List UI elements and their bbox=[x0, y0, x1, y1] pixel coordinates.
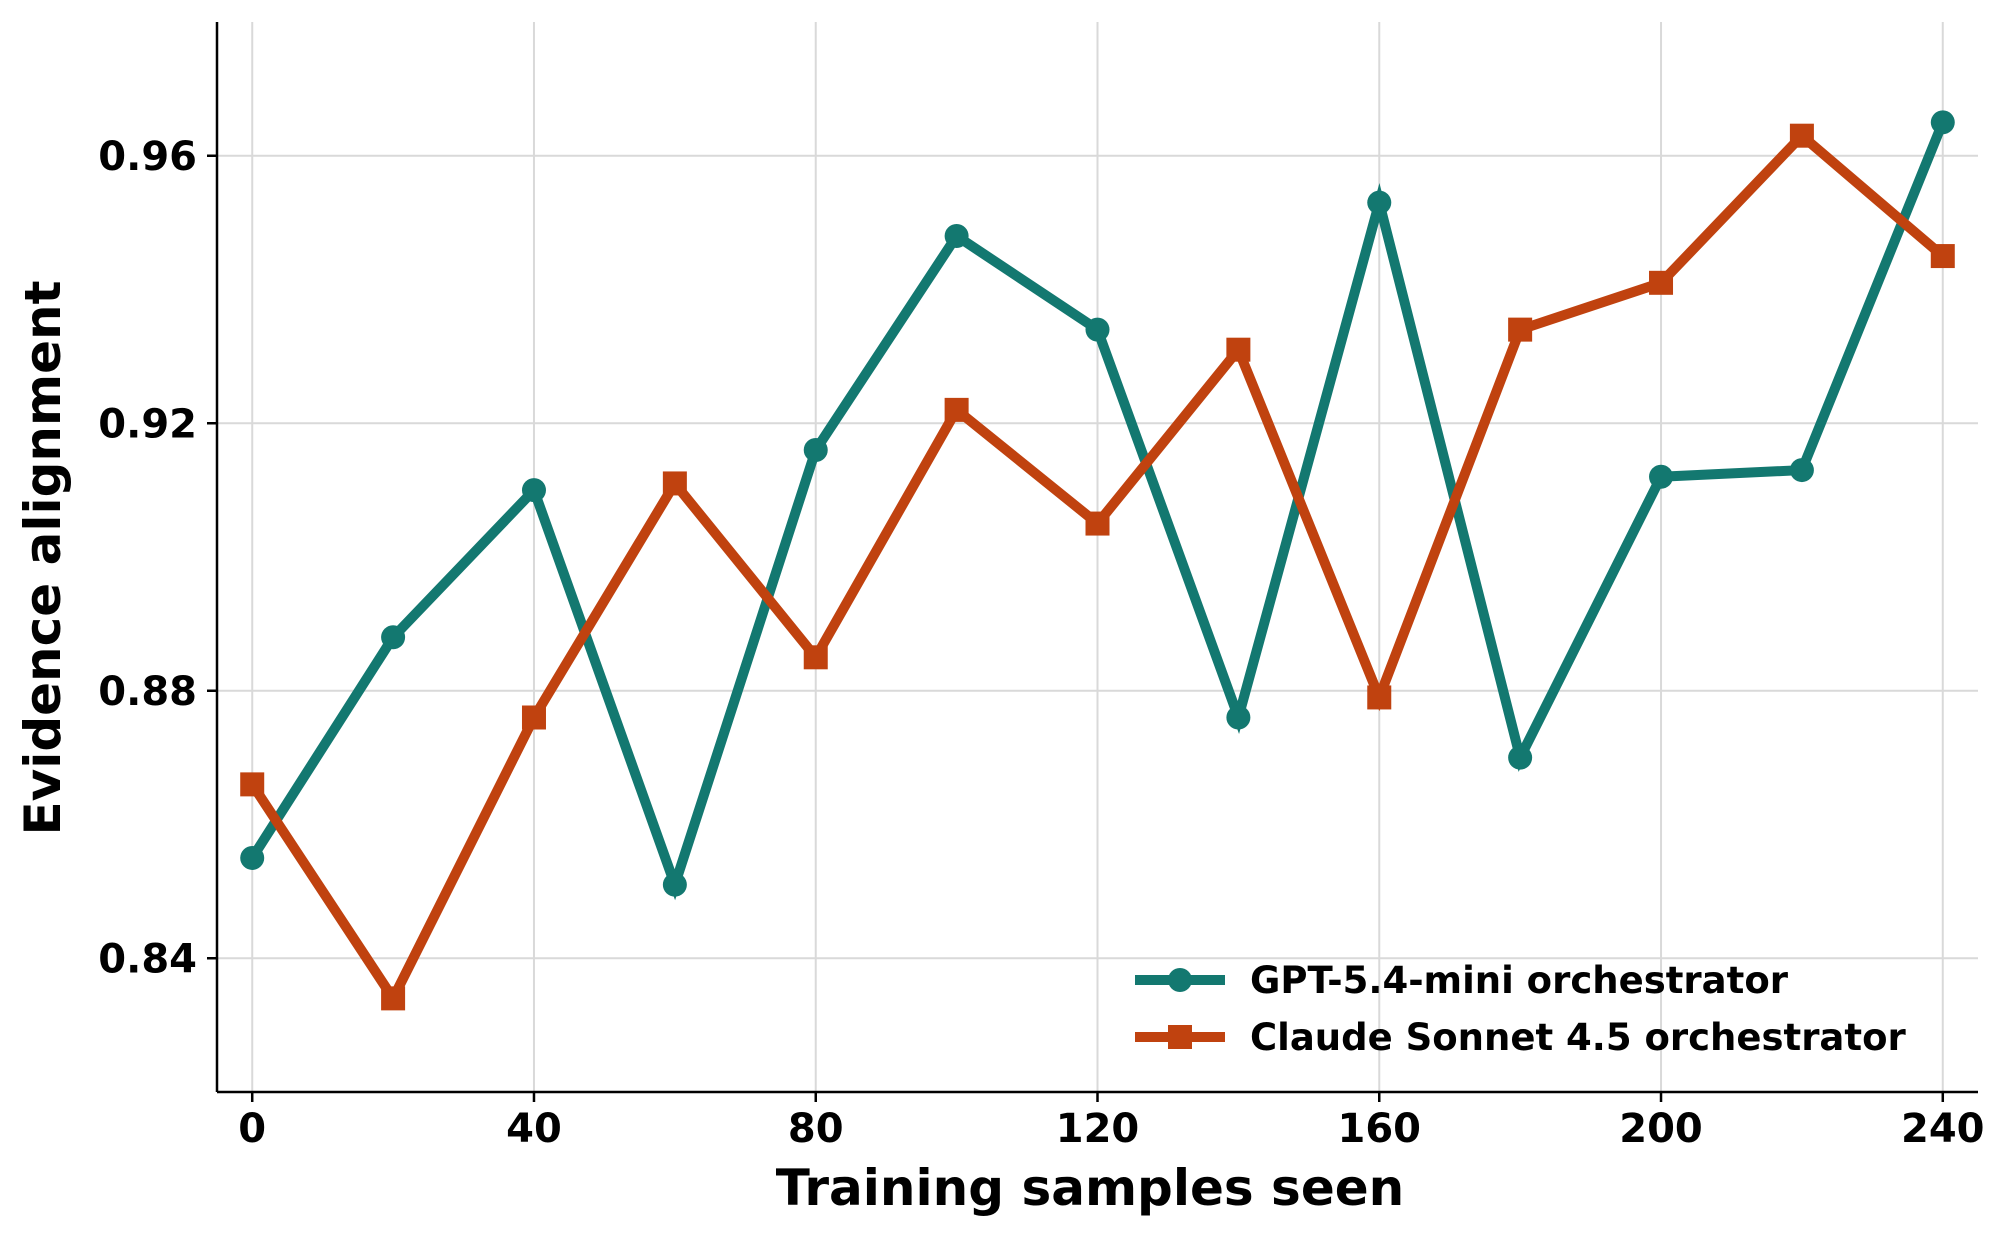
data-point bbox=[1226, 705, 1251, 730]
y-tick-label: 0.96 bbox=[98, 134, 197, 180]
legend-marker bbox=[1168, 1025, 1192, 1049]
grid-lines bbox=[217, 22, 1978, 1092]
data-point bbox=[803, 645, 828, 670]
x-tick-label: 80 bbox=[788, 1106, 844, 1152]
data-point bbox=[1930, 110, 1955, 135]
data-point bbox=[1649, 464, 1674, 489]
x-tick-label: 40 bbox=[506, 1106, 562, 1152]
data-point bbox=[521, 478, 546, 503]
data-point bbox=[1085, 511, 1110, 536]
data-point bbox=[1930, 244, 1955, 269]
legend: GPT-5.4-mini orchestrator Claude Sonnet 4… bbox=[1135, 959, 1907, 1059]
data-point bbox=[662, 471, 687, 496]
data-point bbox=[1789, 123, 1814, 148]
y-tick-label: 0.84 bbox=[98, 936, 197, 982]
data-point bbox=[381, 986, 406, 1011]
x-tick-label: 0 bbox=[238, 1106, 266, 1152]
data-point bbox=[1226, 337, 1251, 362]
data-point bbox=[240, 772, 265, 797]
y-tick-label: 0.88 bbox=[98, 669, 197, 715]
data-point bbox=[1789, 458, 1814, 483]
tick-marks: 0 40 80 120 160 200 240 0.84 0.88 0.92 0.96 bbox=[98, 134, 1984, 1152]
data-point bbox=[1367, 685, 1392, 710]
data-point bbox=[240, 845, 265, 870]
legend-entry-1: GPT-5.4-mini orchestrator bbox=[1135, 959, 1789, 1002]
legend-label: GPT-5.4-mini orchestrator bbox=[1250, 959, 1789, 1002]
data-point bbox=[1649, 270, 1674, 295]
series-2 bbox=[240, 123, 1955, 1011]
data-point bbox=[521, 705, 546, 730]
data-point bbox=[1085, 317, 1110, 342]
legend-marker bbox=[1168, 968, 1192, 992]
series-1 bbox=[240, 110, 1955, 901]
x-tick-label: 120 bbox=[1056, 1106, 1140, 1152]
x-tick-label: 200 bbox=[1619, 1106, 1703, 1152]
data-point bbox=[803, 438, 828, 462]
data-point bbox=[1508, 745, 1533, 770]
data-point bbox=[944, 224, 969, 248]
data-series bbox=[240, 110, 1955, 1011]
data-point bbox=[944, 397, 969, 422]
data-point bbox=[1367, 190, 1392, 215]
y-tick-label: 0.92 bbox=[98, 401, 197, 447]
legend-label: Claude Sonnet 4.5 orchestrator bbox=[1250, 1016, 1907, 1059]
y-axis-title: Evidence alignment bbox=[14, 280, 72, 835]
x-tick-label: 240 bbox=[1901, 1106, 1985, 1152]
x-tick-label: 160 bbox=[1338, 1106, 1422, 1152]
legend-entry-2: Claude Sonnet 4.5 orchestrator bbox=[1135, 1016, 1907, 1059]
data-point bbox=[381, 625, 406, 650]
data-point bbox=[1508, 317, 1533, 342]
x-axis-title: Training samples seen bbox=[776, 1159, 1404, 1217]
data-point bbox=[662, 872, 687, 897]
